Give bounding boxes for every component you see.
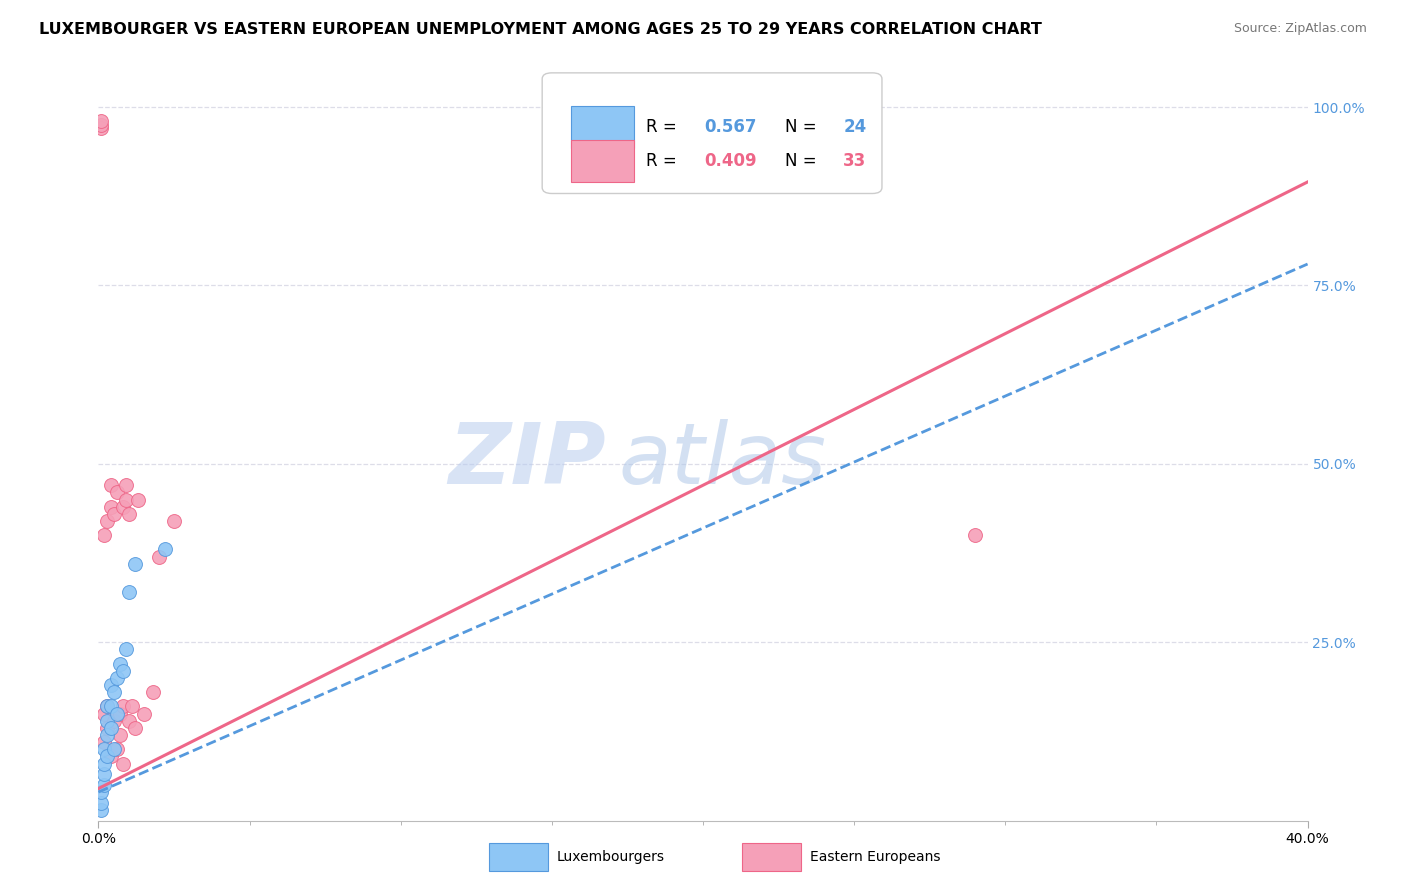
- Point: [96, 749, 118, 764]
- Point: [118, 585, 141, 599]
- FancyBboxPatch shape: [543, 73, 882, 194]
- Point: [118, 507, 141, 521]
- Point: [93, 706, 115, 721]
- Text: 24: 24: [844, 118, 866, 136]
- Point: [132, 706, 155, 721]
- Point: [100, 699, 122, 714]
- Point: [103, 742, 125, 756]
- Point: [90, 121, 112, 136]
- Point: [96, 699, 118, 714]
- Point: [96, 714, 118, 728]
- Text: R =: R =: [647, 118, 682, 136]
- Point: [100, 749, 122, 764]
- Point: [108, 728, 131, 742]
- Point: [111, 699, 134, 714]
- Point: [121, 699, 143, 714]
- Point: [96, 721, 118, 735]
- Text: Luxembourgers: Luxembourgers: [557, 850, 665, 864]
- Text: atlas: atlas: [619, 419, 827, 502]
- Point: [127, 492, 149, 507]
- Point: [96, 699, 118, 714]
- Point: [93, 778, 115, 792]
- Point: [93, 528, 115, 542]
- Point: [105, 671, 128, 685]
- Point: [93, 742, 115, 756]
- Point: [111, 664, 134, 678]
- Point: [108, 706, 131, 721]
- Point: [90, 118, 112, 132]
- Text: Source: ZipAtlas.com: Source: ZipAtlas.com: [1233, 22, 1367, 36]
- Point: [148, 549, 170, 564]
- Point: [90, 785, 112, 799]
- Text: LUXEMBOURGER VS EASTERN EUROPEAN UNEMPLOYMENT AMONG AGES 25 TO 29 YEARS CORRELAT: LUXEMBOURGER VS EASTERN EUROPEAN UNEMPLO…: [39, 22, 1042, 37]
- Point: [105, 485, 128, 500]
- Point: [105, 742, 128, 756]
- Point: [96, 514, 118, 528]
- Point: [100, 721, 122, 735]
- Point: [163, 514, 186, 528]
- Point: [114, 642, 136, 657]
- Text: 0.567: 0.567: [704, 118, 756, 136]
- Point: [114, 478, 136, 492]
- Point: [108, 657, 131, 671]
- Point: [90, 114, 112, 128]
- Point: [100, 678, 122, 692]
- Text: 0.409: 0.409: [704, 153, 756, 170]
- Text: Eastern Europeans: Eastern Europeans: [810, 850, 941, 864]
- Text: 33: 33: [844, 153, 866, 170]
- Point: [124, 557, 146, 571]
- Point: [93, 735, 115, 749]
- Point: [118, 714, 141, 728]
- Point: [124, 721, 146, 735]
- Point: [93, 756, 115, 771]
- Point: [965, 528, 987, 542]
- Point: [90, 796, 112, 810]
- Point: [100, 478, 122, 492]
- Point: [142, 685, 165, 699]
- Point: [103, 507, 125, 521]
- Text: ZIP: ZIP: [449, 419, 606, 502]
- Point: [90, 803, 112, 817]
- FancyBboxPatch shape: [571, 140, 634, 182]
- Point: [105, 706, 128, 721]
- Text: R =: R =: [647, 153, 682, 170]
- Text: N =: N =: [785, 153, 823, 170]
- FancyBboxPatch shape: [571, 105, 634, 148]
- Point: [103, 714, 125, 728]
- Point: [111, 756, 134, 771]
- Point: [96, 728, 118, 742]
- Point: [114, 492, 136, 507]
- Text: N =: N =: [785, 118, 823, 136]
- Point: [93, 767, 115, 781]
- Point: [111, 500, 134, 514]
- Point: [103, 685, 125, 699]
- Point: [100, 500, 122, 514]
- Point: [153, 542, 176, 557]
